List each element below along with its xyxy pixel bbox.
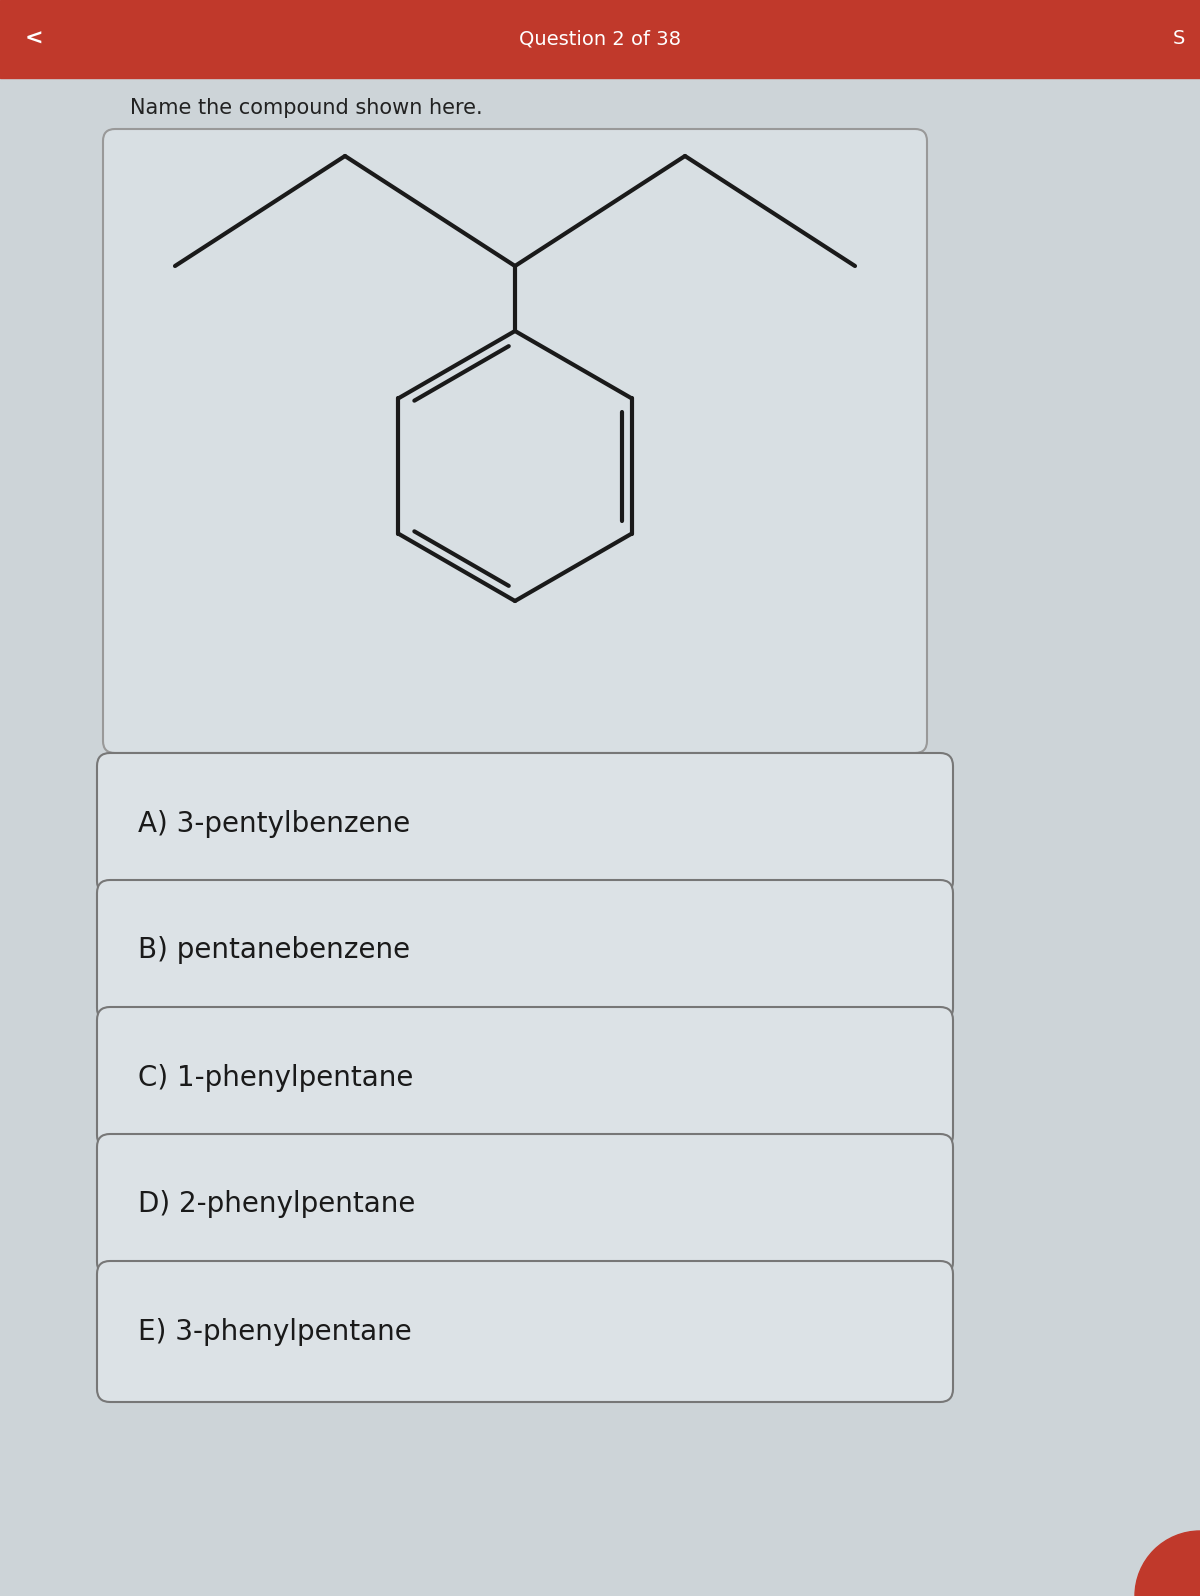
FancyBboxPatch shape (97, 879, 953, 1021)
Text: A) 3-pentylbenzene: A) 3-pentylbenzene (138, 809, 410, 838)
Text: <: < (25, 29, 43, 49)
FancyBboxPatch shape (97, 1261, 953, 1401)
FancyBboxPatch shape (97, 1135, 953, 1275)
Text: D) 2-phenylpentane: D) 2-phenylpentane (138, 1191, 415, 1218)
Bar (0, 0, 1200, 78)
Text: C) 1-phenylpentane: C) 1-phenylpentane (138, 1063, 413, 1092)
Text: E) 3-phenylpentane: E) 3-phenylpentane (138, 1318, 412, 1345)
Text: Name the compound shown here.: Name the compound shown here. (130, 97, 482, 118)
Text: S: S (1172, 29, 1186, 48)
Text: Question 2 of 38: Question 2 of 38 (520, 29, 682, 48)
FancyBboxPatch shape (97, 753, 953, 894)
Text: B) pentanebenzene: B) pentanebenzene (138, 937, 410, 964)
FancyBboxPatch shape (97, 1007, 953, 1148)
FancyBboxPatch shape (103, 129, 928, 753)
Circle shape (1135, 1531, 1200, 1596)
